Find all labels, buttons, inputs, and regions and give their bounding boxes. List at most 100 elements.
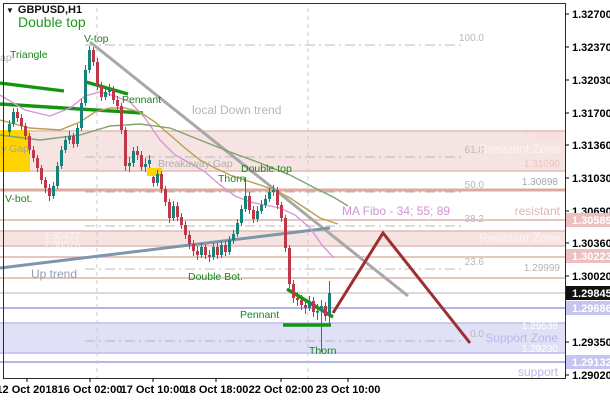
price-tick[interactable]: 1.30020 (572, 271, 610, 283)
price-tag-1.29845[interactable] (566, 286, 610, 300)
candle (196, 251, 199, 255)
annotation-label: local Down trend (192, 103, 281, 117)
candle (200, 247, 203, 255)
symbol-title: GBPUSD,H1 (17, 4, 83, 16)
candle (140, 155, 143, 167)
annotation-label: 1.29230 (522, 344, 559, 355)
candle (220, 245, 223, 255)
symbol-row: ▼ GBPUSD,H1 (6, 4, 82, 16)
breakaway-gap-marker[interactable] (147, 168, 162, 176)
price-tick[interactable]: 1.30360 (572, 238, 610, 250)
candle (288, 248, 291, 284)
annotation-label: V-bot. (5, 193, 32, 205)
up-trendline[interactable] (0, 226, 331, 270)
candle (68, 136, 71, 140)
time-tick[interactable]: 16 Oct 02:00 (58, 384, 123, 396)
ma-89 (0, 123, 349, 207)
candle (24, 126, 27, 136)
annotation-label: 1.30326 (44, 240, 81, 251)
candle (152, 177, 155, 183)
price-tag-1.29686[interactable] (566, 301, 610, 315)
price-tick[interactable]: 1.32370 (572, 42, 610, 54)
price-tag-1.30589[interactable] (566, 213, 610, 227)
candle (36, 158, 39, 168)
price-tick[interactable]: 1.31700 (572, 108, 610, 120)
local-down-trendline[interactable] (89, 40, 409, 298)
fibo-level-label: 0.0 (470, 329, 484, 340)
annotation-label: Double Bot. (188, 271, 243, 283)
candle (20, 118, 23, 126)
candle (32, 150, 35, 158)
candle (56, 166, 59, 186)
time-tick[interactable]: 23 Oct 10:00 (316, 384, 381, 396)
pattern-line[interactable] (85, 80, 129, 96)
candle (304, 305, 307, 308)
candle (308, 301, 311, 308)
candle (88, 50, 91, 70)
candle (328, 293, 331, 316)
candle (300, 300, 303, 305)
annotation-label: Up trend (31, 267, 77, 281)
price-tag-label: 1.29845 (572, 288, 610, 300)
time-tick[interactable]: 18 Oct 18:00 (184, 384, 249, 396)
time-tick[interactable]: 22 Oct 02:00 (249, 384, 314, 396)
annotation-label: Double top (241, 163, 292, 175)
candle (116, 100, 119, 106)
candle (292, 284, 295, 298)
annotation-label: Pennant (122, 94, 161, 106)
candle (28, 136, 31, 150)
annotation-label: 1.30472 (44, 231, 81, 242)
candle (236, 223, 239, 234)
price-tick[interactable]: 1.29350 (572, 337, 610, 349)
price-tick[interactable]: 1.31030 (572, 173, 610, 185)
price-tag-1.30223[interactable] (566, 249, 610, 263)
candle (212, 247, 215, 257)
price-tag-label: 1.30223 (572, 251, 610, 263)
symbol-dropdown-icon[interactable]: ▼ (6, 5, 14, 15)
candle (84, 70, 87, 103)
candle (156, 174, 159, 183)
annotation-label: 1.30898 (522, 177, 559, 188)
candle (192, 244, 195, 251)
candle (264, 199, 267, 205)
price-tag-label: 1.29132 (572, 357, 610, 369)
candle (172, 206, 175, 218)
time-tick[interactable]: 12 Oct 2018 (0, 384, 58, 396)
annotation-label: ap (0, 52, 12, 64)
support-zone (0, 323, 565, 353)
candle (248, 196, 251, 210)
price-tick[interactable]: 1.32700 (572, 9, 610, 21)
annotation-label: V-top (84, 33, 109, 45)
candle (184, 225, 187, 235)
candle (64, 140, 67, 150)
ma-34 (0, 91, 335, 259)
price-tick[interactable]: 1.32030 (572, 75, 610, 87)
candle (44, 180, 47, 188)
candle (168, 202, 171, 218)
price-tick[interactable]: 1.29020 (572, 370, 610, 382)
fibo-level-label: 61.8 (465, 145, 485, 156)
annotation-label: MA Fibo - 34; 55; 89 (342, 204, 450, 218)
annotation-label: Resistant Zone (479, 231, 560, 245)
annotation-label: Triangle (10, 49, 48, 61)
candle (160, 174, 163, 189)
candle (280, 205, 283, 218)
forecast-zigzag[interactable] (331, 230, 472, 344)
fibo-level-label: 50.0 (465, 180, 485, 191)
candle (72, 136, 75, 144)
candle (96, 62, 99, 86)
price-tick[interactable]: 1.31360 (572, 140, 610, 152)
candle (284, 218, 287, 248)
resistant-zone-upper (0, 131, 565, 171)
candle (312, 301, 315, 312)
annotation-label: 1.31090 (524, 159, 561, 170)
pattern-line[interactable] (0, 81, 65, 93)
time-tick[interactable]: 17 Oct 10:00 (121, 384, 186, 396)
candle (104, 92, 107, 97)
annotation-label: Thorn (309, 345, 337, 357)
candle (276, 190, 279, 205)
price-tag-1.29132[interactable] (566, 355, 610, 369)
pattern-line[interactable] (0, 102, 144, 115)
candle (92, 50, 95, 62)
